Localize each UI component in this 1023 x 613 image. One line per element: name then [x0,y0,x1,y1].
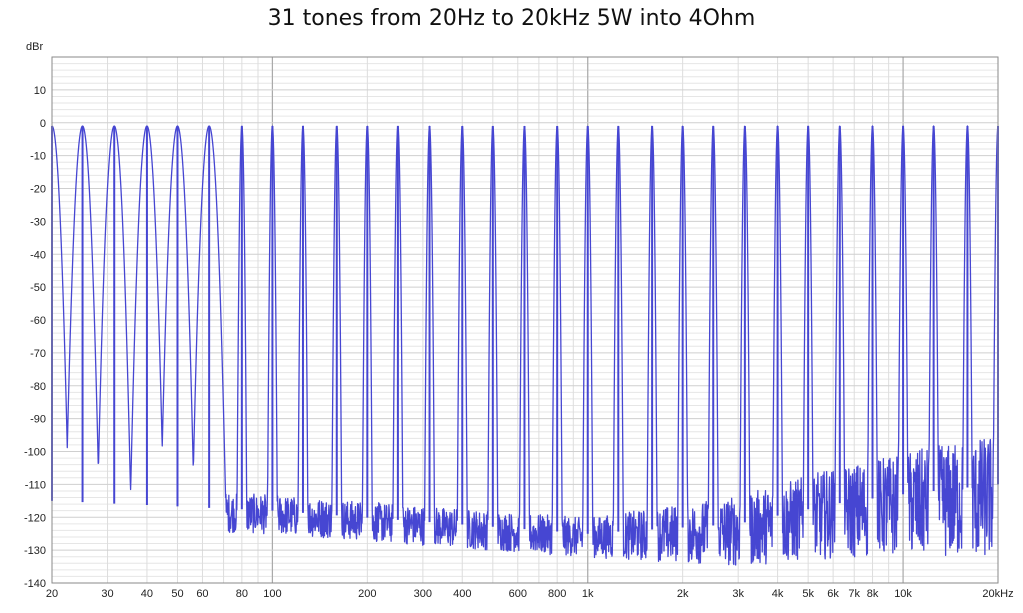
x-tick-label: 80 [236,588,248,600]
x-tick-labels: 20 30 40 50 60 80 100 200 300 400 600 800 1k 2k 3k 4k 5k… [46,588,1014,600]
x-tick-label: 1k [582,588,594,600]
x-tick-label: 200 [358,588,376,600]
y-tick-label: -30 [30,216,46,228]
y-tick-label: -120 [24,512,46,524]
x-tick-label: 10k [894,588,912,600]
y-tick-labels: 10 0 -10 -20 -30 -40 -50 -60 -70 -80 -90 -100 -110 -1… [24,85,46,590]
y-tick-label: 10 [34,85,46,97]
y-axis-unit-label: dBr [26,41,43,53]
y-tick-label: -40 [30,249,46,261]
y-tick-label: 0 [40,118,46,130]
x-tick-label: 800 [548,588,566,600]
x-tick-label: 30 [101,588,113,600]
x-tick-label: 600 [509,588,527,600]
y-tick-label: -90 [30,414,46,426]
y-tick-label: -110 [25,479,46,491]
x-tick-label: 2k [677,588,689,600]
x-tick-label: 20 [46,588,58,600]
x-tick-label: 400 [453,588,471,600]
plot-frame [51,56,999,584]
series-layer [51,125,999,566]
x-tick-label: 4k [772,588,784,600]
y-tick-label: -50 [30,282,46,294]
x-tick-label: 50 [171,588,183,600]
x-tick-label: 20kHz [982,588,1013,600]
y-tick-label: -130 [24,545,46,557]
y-tick-label: -100 [24,447,46,459]
chart-title: 31 tones from 20Hz to 20kHz 5W into 4Ohm [267,6,756,31]
y-tick-label: -70 [30,348,46,360]
x-tick-label: 40 [141,588,153,600]
y-tick-label: -60 [30,315,46,327]
y-tick-label: -140 [24,578,46,590]
x-tick-label: 7k [848,588,860,600]
x-tick-label: 100 [263,588,281,600]
y-tick-label: -10 [30,151,46,163]
x-tick-label: 6k [827,588,839,600]
x-tick-label: 8k [867,588,879,600]
x-tick-label: 60 [196,588,208,600]
x-tick-label: 3k [732,588,744,600]
y-tick-label: -80 [30,381,46,393]
y-tick-label: -20 [30,184,46,196]
x-tick-label: 5k [802,588,814,600]
x-tick-label: 300 [414,588,432,600]
